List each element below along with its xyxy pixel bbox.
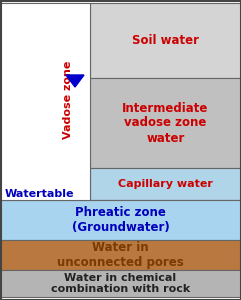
Bar [0,240,241,270]
Text: Soil water: Soil water [132,34,199,47]
Text: Phreatic zone
(Groundwater): Phreatic zone (Groundwater) [72,206,169,234]
Text: Vadose zone: Vadose zone [63,61,73,139]
Bar [90,168,241,200]
Bar [90,3,241,78]
Bar [0,270,241,297]
Text: Capillary water: Capillary water [118,179,213,189]
Text: Water in
unconnected pores: Water in unconnected pores [57,241,184,269]
Polygon shape [66,75,84,87]
Bar [0,3,90,200]
Bar [90,78,241,168]
Bar [0,200,241,240]
Text: Watertable: Watertable [5,189,74,199]
Text: Intermediate
vadose zone
water: Intermediate vadose zone water [122,101,209,145]
Text: Water in chemical
combination with rock: Water in chemical combination with rock [51,273,190,294]
